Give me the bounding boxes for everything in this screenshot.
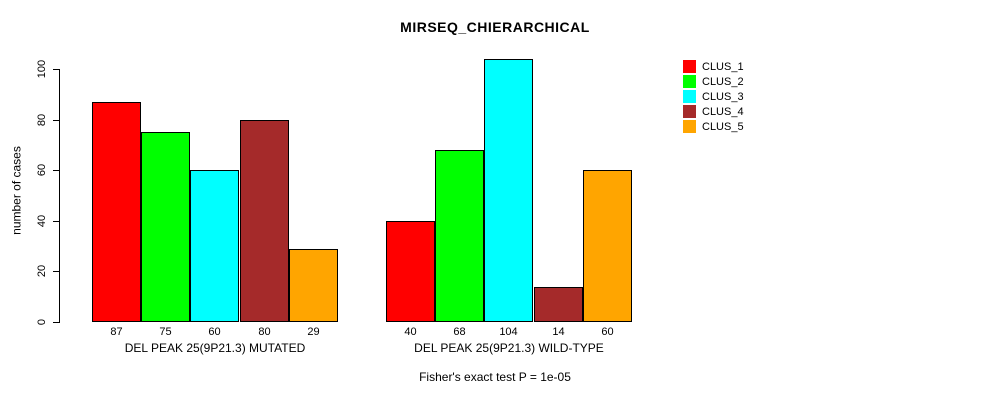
bar-CLUS_5-mutated bbox=[289, 249, 338, 322]
legend-swatch bbox=[683, 90, 696, 103]
legend-swatch bbox=[683, 105, 696, 118]
bar-value-label: 104 bbox=[499, 326, 518, 338]
y-tick-mark bbox=[53, 120, 60, 121]
bar-value-label: 14 bbox=[552, 326, 565, 338]
y-tick-label: 40 bbox=[36, 214, 48, 228]
bar-value-label: 60 bbox=[208, 326, 221, 338]
legend-item: CLUS_3 bbox=[683, 89, 744, 104]
y-tick-mark bbox=[53, 170, 60, 171]
bar-value-label: 68 bbox=[453, 326, 466, 338]
y-tick-mark bbox=[53, 69, 60, 70]
y-tick-label: 80 bbox=[36, 113, 48, 127]
bar-value-label: 87 bbox=[110, 326, 123, 338]
bar-CLUS_1-wildtype bbox=[386, 221, 435, 322]
bar-value-label: 60 bbox=[601, 326, 614, 338]
bar-CLUS_5-wildtype bbox=[583, 170, 632, 322]
y-tick-label: 100 bbox=[36, 59, 48, 79]
y-tick-label: 20 bbox=[36, 264, 48, 278]
y-axis-line bbox=[59, 69, 60, 323]
legend-item: CLUS_1 bbox=[683, 59, 744, 74]
y-tick-mark bbox=[53, 271, 60, 272]
x-axis-group-label-wildtype: DEL PEAK 25(9P21.3) WILD-TYPE bbox=[414, 341, 604, 355]
bar-CLUS_4-mutated bbox=[240, 120, 289, 322]
legend-swatch bbox=[683, 120, 696, 133]
legend-label: CLUS_4 bbox=[702, 105, 744, 118]
legend-label: CLUS_1 bbox=[702, 60, 744, 73]
bar-CLUS_2-wildtype bbox=[435, 150, 484, 322]
legend-label: CLUS_2 bbox=[702, 75, 744, 88]
bar-value-label: 80 bbox=[258, 326, 271, 338]
y-axis-label: number of cases bbox=[9, 146, 24, 235]
legend-item: CLUS_2 bbox=[683, 74, 744, 89]
x-axis-group-label-mutated: DEL PEAK 25(9P21.3) MUTATED bbox=[124, 341, 306, 355]
bar-value-label: 29 bbox=[307, 326, 320, 338]
legend-label: CLUS_5 bbox=[702, 120, 744, 133]
y-tick-label: 0 bbox=[36, 318, 48, 326]
chart-title: MIRSEQ_CHIERARCHICAL bbox=[400, 19, 590, 35]
bar-CLUS_4-wildtype bbox=[534, 287, 583, 322]
legend-item: CLUS_5 bbox=[683, 119, 744, 134]
y-tick-mark bbox=[53, 322, 60, 323]
bar-value-label: 75 bbox=[159, 326, 172, 338]
legend-swatch bbox=[683, 60, 696, 73]
bar-CLUS_3-wildtype bbox=[484, 59, 533, 322]
bar-CLUS_3-mutated bbox=[190, 170, 239, 322]
legend-label: CLUS_3 bbox=[702, 90, 744, 103]
legend-item: CLUS_4 bbox=[683, 104, 744, 119]
bar-CLUS_2-mutated bbox=[141, 132, 190, 322]
y-tick-mark bbox=[53, 221, 60, 222]
legend: CLUS_1 CLUS_2 CLUS_3 CLUS_4 CLUS_5 bbox=[683, 59, 744, 134]
bar-value-label: 40 bbox=[404, 326, 417, 338]
fisher-test-annotation: Fisher's exact test P = 1e-05 bbox=[419, 370, 571, 384]
y-tick-label: 60 bbox=[36, 163, 48, 177]
legend-swatch bbox=[683, 75, 696, 88]
bar-CLUS_1-mutated bbox=[92, 102, 141, 322]
